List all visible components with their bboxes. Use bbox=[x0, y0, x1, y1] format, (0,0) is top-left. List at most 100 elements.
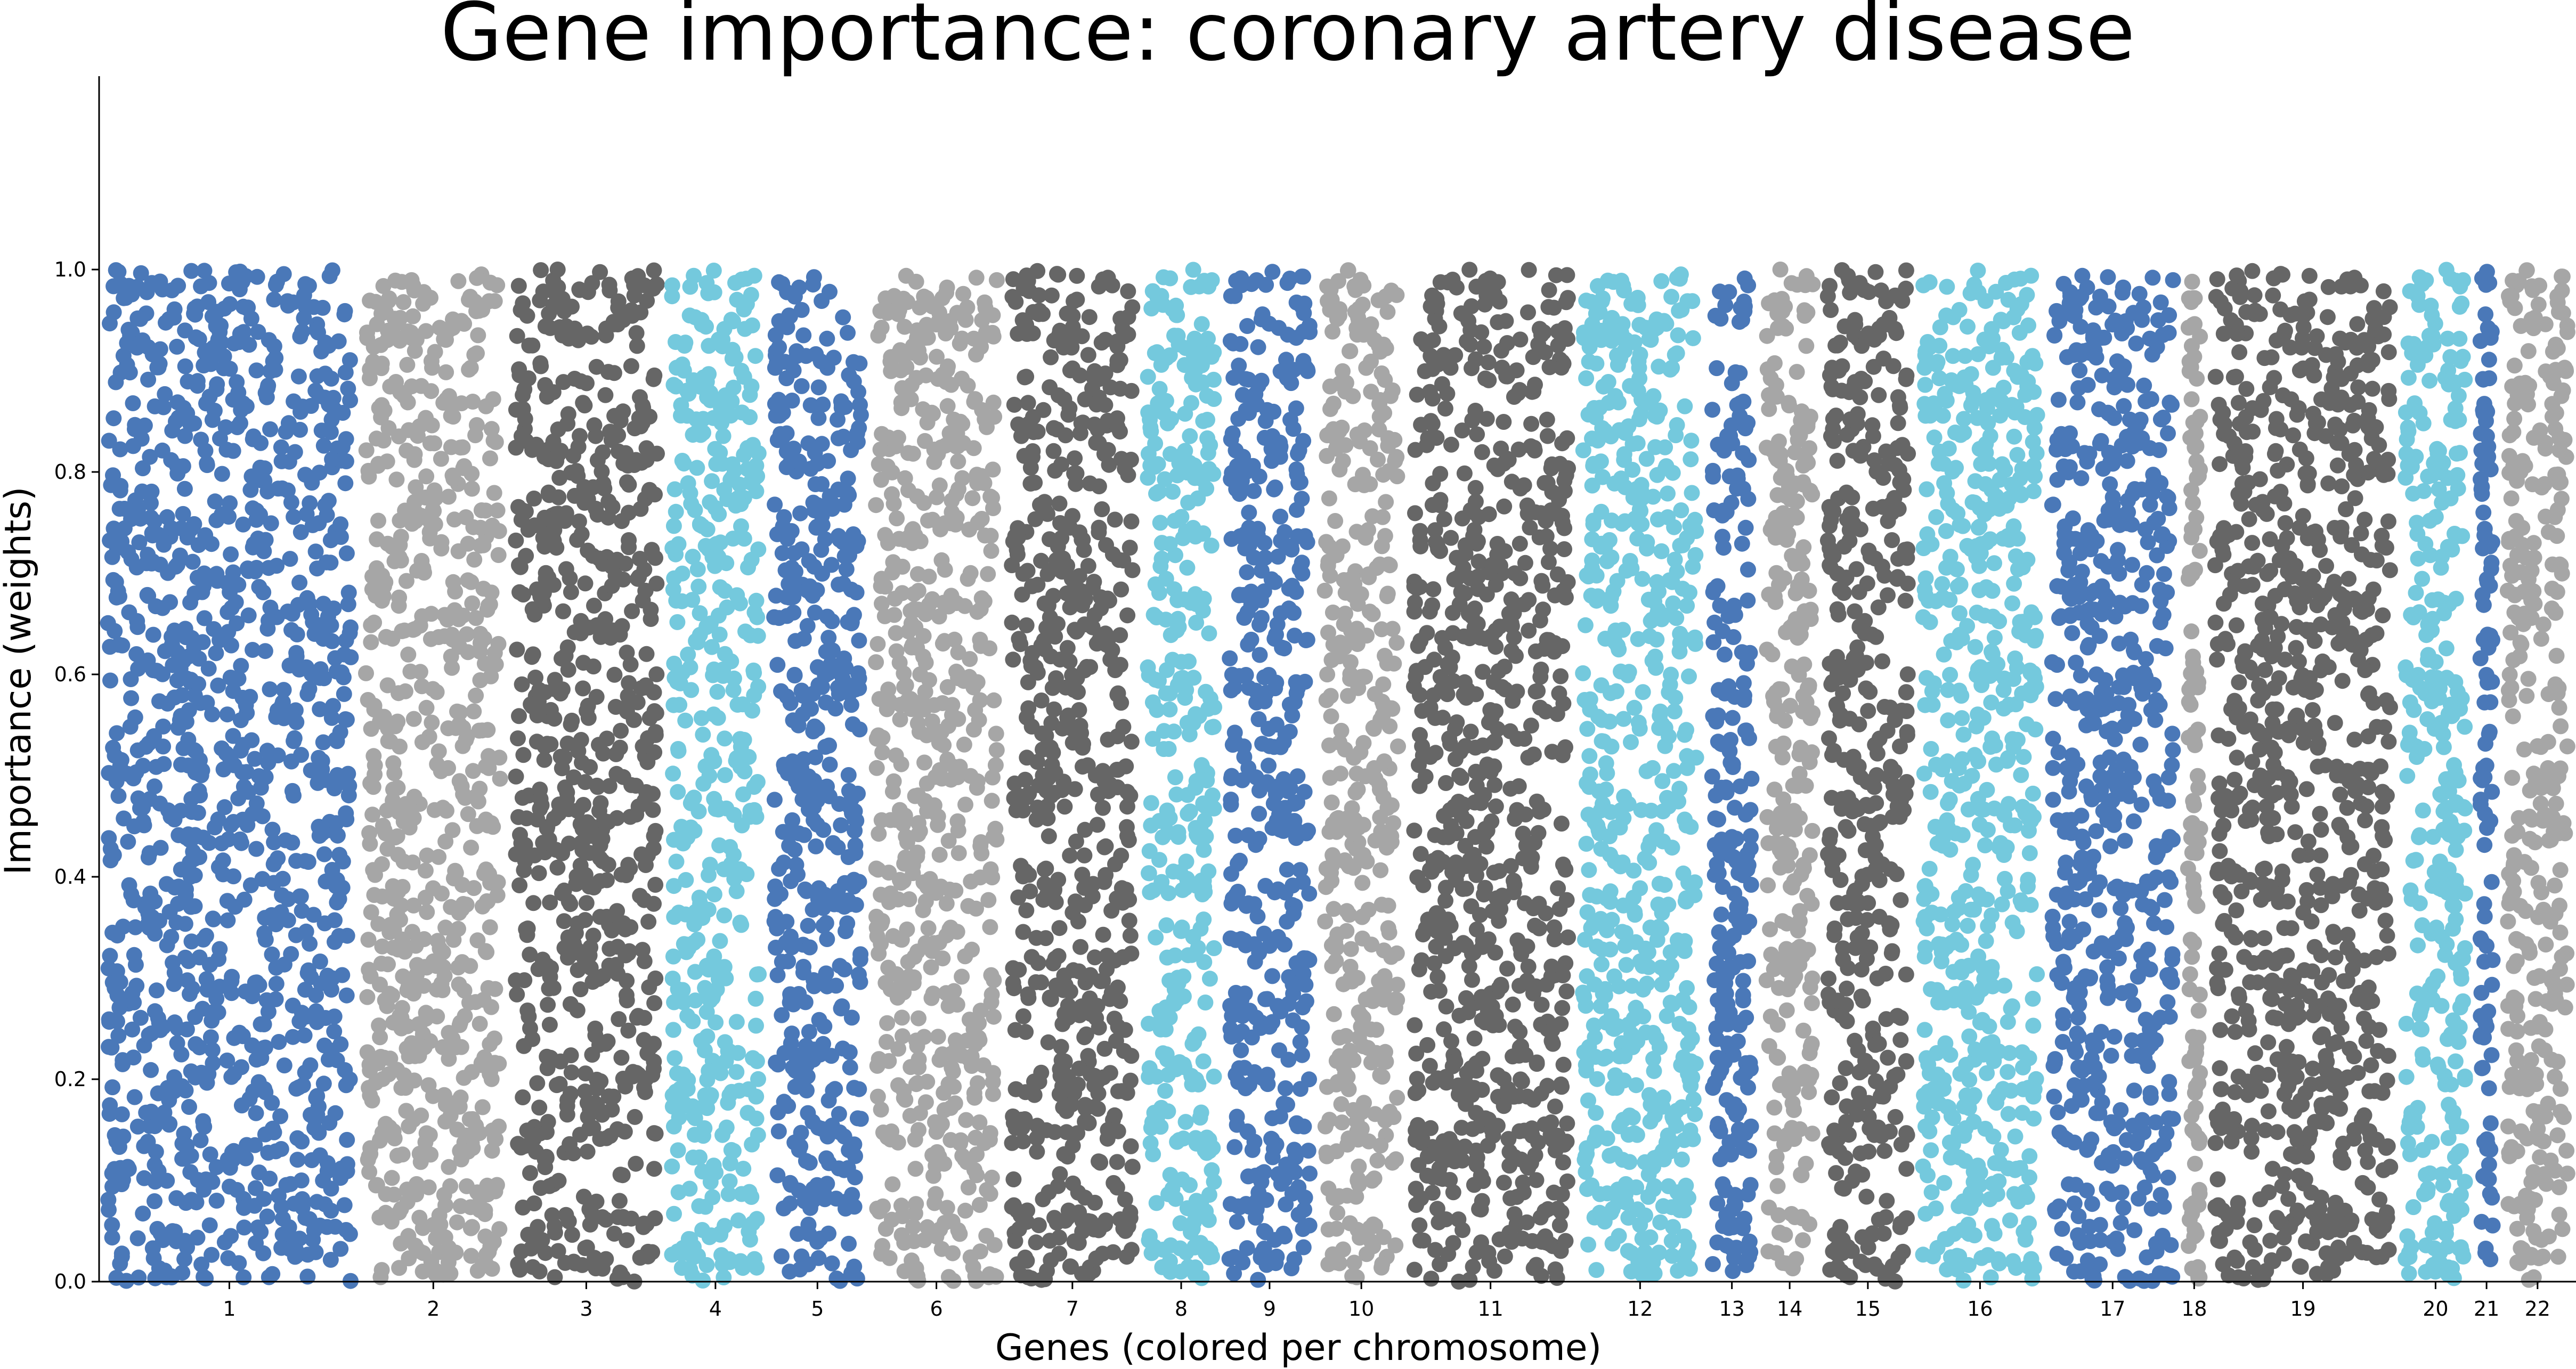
gene-point bbox=[1095, 973, 1111, 989]
gene-point bbox=[1010, 529, 1026, 545]
gene-point bbox=[441, 1240, 457, 1256]
gene-point bbox=[800, 435, 816, 451]
gene-point bbox=[541, 981, 557, 997]
gene-point bbox=[1149, 702, 1165, 718]
gene-point bbox=[1006, 397, 1022, 413]
gene-point bbox=[361, 463, 377, 479]
gene-point bbox=[381, 924, 397, 940]
gene-point bbox=[1061, 400, 1077, 416]
gene-point bbox=[841, 849, 857, 865]
gene-point bbox=[148, 759, 164, 775]
gene-point bbox=[971, 1114, 987, 1130]
gene-point bbox=[1020, 395, 1036, 411]
gene-point bbox=[1251, 711, 1267, 727]
gene-point bbox=[334, 967, 350, 983]
gene-point bbox=[794, 1050, 810, 1066]
gene-point bbox=[336, 306, 352, 322]
gene-point bbox=[983, 967, 999, 983]
gene-point bbox=[801, 1024, 817, 1040]
gene-point bbox=[135, 332, 151, 348]
gene-point bbox=[1112, 423, 1128, 439]
gene-point bbox=[908, 1261, 924, 1277]
gene-point bbox=[235, 1028, 251, 1044]
gene-point bbox=[418, 468, 434, 484]
gene-point bbox=[577, 912, 593, 928]
gene-point bbox=[456, 1070, 472, 1086]
gene-point bbox=[294, 323, 310, 339]
gene-point bbox=[1196, 842, 1212, 858]
gene-point bbox=[1154, 551, 1170, 567]
gene-point bbox=[1095, 927, 1111, 943]
gene-point bbox=[268, 1143, 284, 1159]
gene-point bbox=[851, 721, 867, 737]
gene-point bbox=[427, 483, 443, 499]
gene-point bbox=[366, 887, 382, 903]
gene-point bbox=[424, 418, 440, 434]
gene-point bbox=[1124, 1242, 1140, 1258]
gene-point bbox=[245, 500, 261, 516]
gene-point bbox=[587, 417, 603, 433]
gene-point bbox=[1107, 1107, 1123, 1123]
gene-point bbox=[985, 770, 1001, 786]
gene-point bbox=[193, 1065, 209, 1081]
gene-point bbox=[816, 786, 832, 802]
gene-point bbox=[580, 1095, 596, 1111]
gene-point bbox=[711, 608, 727, 624]
gene-point bbox=[135, 813, 151, 829]
gene-point bbox=[445, 632, 461, 648]
gene-point bbox=[819, 931, 835, 947]
gene-point bbox=[605, 499, 621, 515]
gene-point bbox=[524, 338, 540, 354]
gene-point bbox=[644, 542, 660, 558]
gene-point bbox=[492, 771, 508, 787]
gene-point bbox=[1065, 1138, 1081, 1154]
gene-point bbox=[164, 637, 180, 653]
gene-point bbox=[540, 997, 556, 1013]
gene-point bbox=[871, 456, 887, 472]
gene-point bbox=[201, 661, 217, 677]
gene-point bbox=[748, 483, 764, 499]
gene-point bbox=[1190, 349, 1206, 365]
gene-point bbox=[908, 274, 924, 290]
gene-point bbox=[454, 954, 470, 970]
gene-point bbox=[950, 822, 966, 838]
gene-point bbox=[391, 1260, 407, 1276]
gene-point bbox=[165, 1223, 181, 1239]
gene-point bbox=[1166, 723, 1182, 739]
gene-point bbox=[807, 749, 823, 765]
gene-point bbox=[180, 757, 196, 773]
gene-point bbox=[868, 654, 884, 670]
gene-point bbox=[219, 575, 235, 591]
gene-point bbox=[1169, 307, 1185, 323]
gene-point bbox=[602, 282, 617, 298]
gene-point bbox=[438, 364, 454, 380]
gene-point bbox=[187, 307, 203, 323]
gene-point bbox=[116, 811, 132, 827]
gene-point bbox=[152, 341, 168, 357]
gene-point bbox=[145, 627, 161, 643]
gene-point bbox=[699, 1004, 715, 1020]
gene-point bbox=[405, 1112, 421, 1128]
gene-point bbox=[196, 357, 212, 373]
gene-point bbox=[359, 442, 375, 458]
gene-point bbox=[434, 886, 450, 902]
gene-point bbox=[248, 1235, 264, 1251]
gene-point bbox=[377, 992, 393, 1008]
gene-point bbox=[145, 662, 161, 678]
gene-point bbox=[415, 1039, 430, 1055]
gene-point bbox=[795, 328, 811, 344]
gene-point bbox=[873, 916, 889, 932]
gene-point bbox=[984, 987, 1000, 1003]
gene-point bbox=[781, 307, 797, 323]
gene-point bbox=[664, 1159, 680, 1175]
gene-point bbox=[911, 1011, 927, 1026]
gene-point bbox=[591, 1037, 607, 1053]
gene-point bbox=[389, 780, 405, 796]
gene-point bbox=[1167, 769, 1183, 785]
gene-point bbox=[183, 263, 199, 279]
gene-point bbox=[321, 493, 337, 509]
gene-point bbox=[1107, 512, 1123, 528]
gene-point bbox=[338, 1222, 354, 1238]
gene-point bbox=[104, 1229, 120, 1245]
gene-point bbox=[144, 909, 160, 925]
